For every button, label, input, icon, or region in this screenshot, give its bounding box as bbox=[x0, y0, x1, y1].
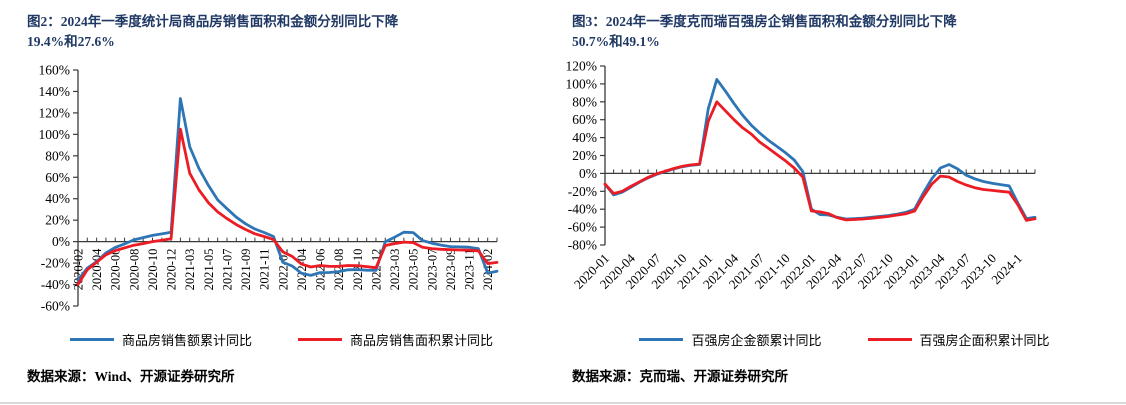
figure-3-chart: 120% 100% 80% 60% 40% 20% 0% -20% -40% -60% -80% 20… bbox=[563, 58, 1126, 316]
y-tick-label: -20% bbox=[568, 184, 597, 199]
y-tick-label: 0% bbox=[579, 166, 597, 181]
chart-canvas: 160% 140% 120% 100% 80% 60% 40% 20% 0% -20% -40% -6… bbox=[39, 63, 499, 314]
y-tick-label: 160% bbox=[39, 63, 71, 78]
legend-line-swatch bbox=[867, 337, 912, 342]
figure-3-title-line2: 50.7%和49.1% bbox=[572, 34, 660, 49]
x-tick-label: 2022-08 bbox=[332, 249, 346, 291]
y-tick-label: 60% bbox=[45, 170, 70, 185]
x-tick-label: 2023-09 bbox=[444, 249, 458, 291]
x-tick-label: 2020-04 bbox=[90, 248, 104, 290]
y-tick-label: -60% bbox=[41, 299, 70, 314]
legend-item-top100-amount: 百强房企金额累计同比 bbox=[639, 330, 822, 349]
y-tick-label: 100% bbox=[566, 76, 598, 91]
x-tick-label: 2021-07 bbox=[220, 249, 234, 291]
figure-2-legend: 商品房销售额累计同比 商品房销售面积累计同比 bbox=[0, 330, 563, 349]
figures-row: 图2：2024年一季度统计局商品房销售面积和金额分别同比下降 19.4%和27.6… bbox=[0, 0, 1126, 385]
x-tick-label: 2023-11 bbox=[463, 249, 477, 290]
y-tick-label: -60% bbox=[568, 220, 597, 235]
figure-2-title-line2: 19.4%和27.6% bbox=[27, 34, 115, 49]
figure-3-title-line1: 图3：2024年一季度克而瑞百强房企销售面积和金额分别同比下降 bbox=[572, 14, 957, 29]
x-tick-label: 2021-05 bbox=[202, 249, 216, 291]
bottom-divider bbox=[0, 402, 1126, 404]
legend-label: 商品房销售面积累计同比 bbox=[350, 333, 494, 348]
x-tick-label: 2020-06 bbox=[109, 249, 123, 291]
series-line-1 bbox=[603, 100, 1037, 222]
x-tick-label: 2021-11 bbox=[258, 249, 272, 290]
y-tick-label: 100% bbox=[39, 127, 71, 142]
x-tick-label: 2022-02 bbox=[276, 249, 290, 291]
figure-2-source: 数据来源：Wind、开源证券研究所 bbox=[27, 369, 235, 384]
legend-item-sales-area: 商品房销售面积累计同比 bbox=[298, 330, 493, 349]
y-tick-label: 120% bbox=[39, 105, 71, 120]
x-tick-label: 2022-06 bbox=[314, 249, 328, 291]
x-tick-label: 2020-12 bbox=[165, 249, 179, 291]
y-tick-label: 40% bbox=[572, 130, 597, 145]
y-tick-label: 60% bbox=[572, 112, 597, 127]
y-tick-label: -80% bbox=[568, 238, 597, 253]
x-tick-label: 2020-08 bbox=[127, 249, 141, 291]
y-tick-label: 80% bbox=[572, 94, 597, 109]
series-line-1 bbox=[76, 127, 499, 286]
x-tick-label: 2023-07 bbox=[425, 249, 439, 291]
figure-2-title-line1: 图2：2024年一季度统计局商品房销售面积和金额分别同比下降 bbox=[27, 14, 399, 29]
figure-3-legend: 百强房企金额累计同比 百强房企面积累计同比 bbox=[563, 330, 1126, 349]
series-line-0 bbox=[76, 97, 499, 282]
y-tick-label: -20% bbox=[41, 256, 70, 271]
y-tick-label: 40% bbox=[45, 191, 70, 206]
figure-2-title: 图2：2024年一季度统计局商品房销售面积和金额分别同比下降 19.4%和27.6… bbox=[0, 12, 563, 52]
legend-line-swatch bbox=[298, 337, 342, 342]
y-tick-label: 140% bbox=[39, 84, 71, 99]
x-tick-label: 2021-03 bbox=[183, 249, 197, 291]
x-tick-label: 2024-02 bbox=[481, 249, 495, 291]
figure-2-chart: 160% 140% 120% 100% 80% 60% 40% 20% 0% -20% -40% -6… bbox=[0, 58, 563, 316]
legend-label: 百强房企面积累计同比 bbox=[919, 333, 1050, 348]
y-tick-label: -40% bbox=[41, 277, 70, 292]
x-tick-label: 2021-09 bbox=[239, 249, 253, 291]
y-tick-label: -40% bbox=[568, 202, 597, 217]
x-tick-label: 2022-04 bbox=[295, 248, 309, 290]
figure-3-title: 图3：2024年一季度克而瑞百强房企销售面积和金额分别同比下降 50.7%和49.… bbox=[563, 12, 1126, 52]
legend-label: 商品房销售额累计同比 bbox=[121, 333, 252, 348]
figure-3-source: 数据来源：克而瑞、开源证券研究所 bbox=[572, 369, 788, 384]
y-tick-label: 20% bbox=[572, 148, 597, 163]
y-tick-label: 80% bbox=[45, 148, 70, 163]
legend-item-top100-area: 百强房企面积累计同比 bbox=[867, 330, 1050, 349]
legend-item-sales-amount: 商品房销售额累计同比 bbox=[69, 330, 252, 349]
y-tick-label: 120% bbox=[566, 59, 598, 74]
figure-2: 图2：2024年一季度统计局商品房销售面积和金额分别同比下降 19.4%和27.6… bbox=[0, 0, 563, 385]
legend-line-swatch bbox=[639, 337, 684, 342]
legend-line-swatch bbox=[69, 337, 114, 342]
legend-label: 百强房企金额累计同比 bbox=[691, 333, 822, 348]
x-tick-label: 2023-05 bbox=[407, 249, 421, 291]
y-tick-label: 0% bbox=[52, 234, 70, 249]
x-tick-label: 2020-10 bbox=[146, 249, 160, 291]
y-tick-label: 20% bbox=[45, 213, 70, 228]
series-line-0 bbox=[603, 77, 1037, 221]
chart-canvas: 120%100%80%60%40%20%0%-20%-40%-60%-80%20… bbox=[566, 59, 1037, 292]
x-tick-label: 2023-03 bbox=[388, 249, 402, 291]
figure-3: 图3：2024年一季度克而瑞百强房企销售面积和金额分别同比下降 50.7%和49.… bbox=[563, 0, 1126, 385]
